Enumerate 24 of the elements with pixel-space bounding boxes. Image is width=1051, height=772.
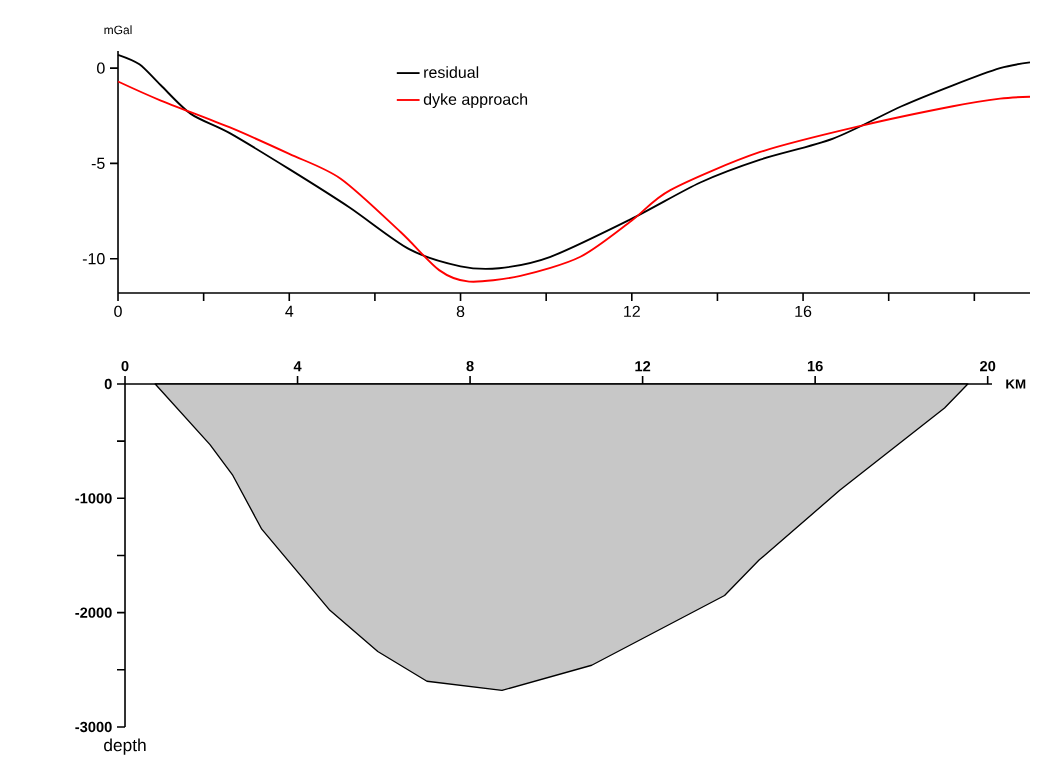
y-tick-label: -2000	[75, 607, 112, 618]
x-tick-label: 16	[807, 360, 823, 372]
x-tick-label: 4	[285, 305, 294, 317]
x-tick-label: 4	[293, 361, 302, 372]
y-tick-label: 0	[97, 62, 105, 74]
legend-label: dyke approach	[423, 93, 528, 109]
line-series	[117, 80, 1031, 283]
x-tick-label: 0	[114, 305, 122, 318]
y-tick-label: -3000	[75, 721, 112, 733]
x-axis-title: KM	[1006, 379, 1026, 389]
x-tick-label: 12	[624, 305, 640, 317]
y-tick-label: -5	[91, 157, 105, 169]
x-tick-label: 12	[635, 361, 651, 372]
y-tick-label: -10	[82, 253, 105, 265]
x-tick-label: 8	[466, 360, 474, 372]
x-tick-label: 16	[795, 305, 812, 318]
y-axis-title: depth	[104, 738, 146, 755]
x-tick-label: 0	[121, 360, 129, 372]
y-tick-label: -1000	[75, 493, 112, 504]
y-axis-title: mGal	[104, 25, 132, 35]
x-tick-label: 8	[456, 305, 465, 318]
y-tick-label: 0	[104, 378, 112, 390]
legend-label: residual	[424, 66, 479, 79]
x-tick-label: 20	[980, 360, 996, 372]
